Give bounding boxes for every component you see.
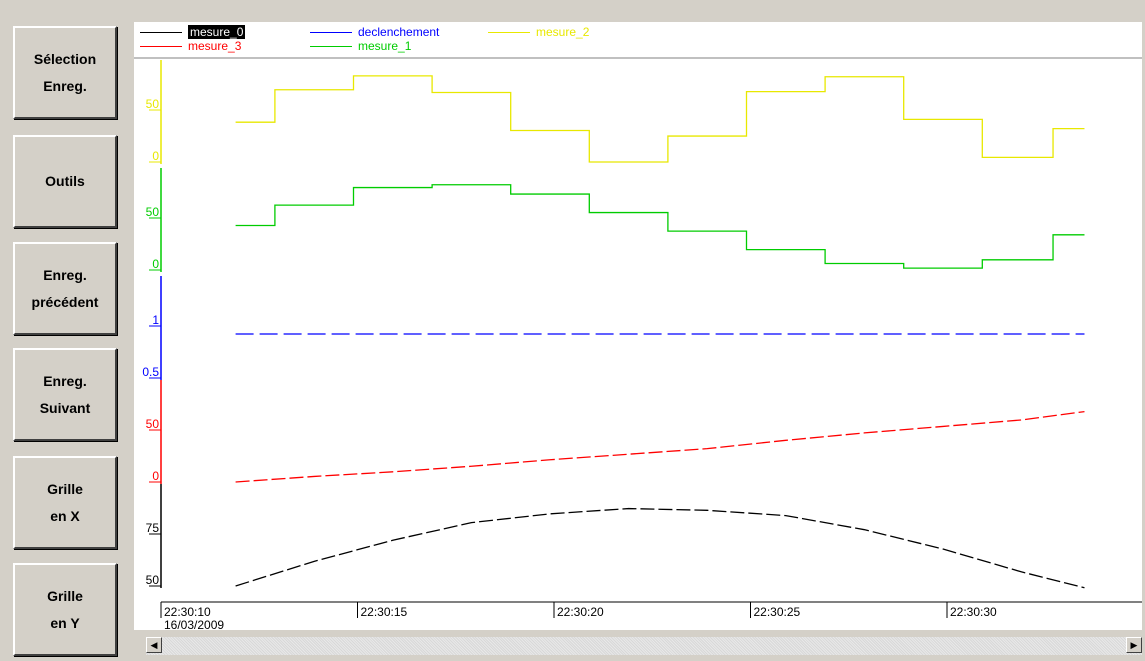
button-label-line2: Enreg.: [43, 77, 87, 94]
series-line-mesure_3: [235, 410, 1085, 483]
legend-swatch-mesure-0: [140, 32, 182, 33]
legend-label-mesure-3: mesure_3: [188, 39, 242, 53]
y-tick-label-mesure_0-0: 75: [146, 521, 160, 535]
enreg-suivant-button[interactable]: Enreg. Suivant: [13, 348, 117, 441]
y-tick-label-mesure_2-0: 50: [146, 97, 160, 111]
x-axis-date-label: 16/03/2009: [164, 618, 224, 630]
scroll-left-button[interactable]: ◀: [146, 637, 162, 653]
button-label-line1: Sélection: [33, 50, 97, 67]
plot-area: 50 0 50 0 1 0.5 50 0 75 50 22:30:10 22:30:15 22:30:2…: [134, 22, 1142, 630]
grille-en-y-button[interactable]: Grille en Y: [13, 563, 117, 656]
legend-swatch-declenchement: [310, 32, 352, 33]
button-label-line2: en X: [50, 507, 80, 524]
x-tick-label-1: 22:30:15: [361, 605, 408, 619]
series-line-mesure_2: [235, 75, 1085, 163]
y-tick-label-mesure_3-0: 50: [146, 417, 160, 431]
button-label-line1: Enreg.: [43, 372, 87, 389]
button-label-line1: Grille: [47, 480, 83, 497]
legend-label-mesure-1: mesure_1: [358, 39, 412, 53]
outils-button[interactable]: Outils: [13, 135, 117, 228]
legend-swatch-mesure-1: [310, 46, 352, 47]
y-tick-label-declenchement-0: 1: [152, 313, 159, 327]
x-tick-label-3: 22:30:25: [754, 605, 801, 619]
button-label-line1: Grille: [47, 587, 83, 604]
sidebar: Sélection Enreg. Outils Enreg. précédent…: [0, 0, 132, 661]
x-tick-label-4: 22:30:30: [950, 605, 997, 619]
y-tick-label-mesure_2-1: 0: [152, 149, 159, 163]
horizontal-scrollbar[interactable]: ◀ ▶: [146, 637, 1142, 655]
enreg-precedent-button[interactable]: Enreg. précédent: [13, 242, 117, 335]
button-label-line1: Enreg.: [43, 266, 87, 283]
button-label-line2: précédent: [31, 293, 99, 310]
scroll-left-arrow-icon: ◀: [150, 640, 158, 650]
scroll-right-arrow-icon: ▶: [1130, 640, 1138, 650]
grille-en-x-button[interactable]: Grille en X: [13, 456, 117, 549]
legend-swatch-mesure-2: [488, 32, 530, 33]
button-label-line2: en Y: [50, 614, 80, 631]
y-tick-label-mesure_3-1: 0: [152, 469, 159, 483]
scroll-right-button[interactable]: ▶: [1126, 637, 1142, 653]
chart-svg: 50 0 50 0 1 0.5 50 0 75 50 22:30:10 22:30:15 22:30:2…: [142, 60, 1142, 630]
series-line-mesure_0: [235, 507, 1085, 589]
legend-label-mesure-2: mesure_2: [536, 25, 590, 39]
series-line-mesure_1: [235, 184, 1085, 269]
legend-label-declenchement: declenchement: [358, 25, 440, 39]
x-tick-label-0: 22:30:10: [164, 605, 211, 619]
y-tick-label-declenchement-1: 0.5: [142, 365, 159, 379]
button-label-line2: Suivant: [39, 399, 91, 416]
y-tick-label-mesure_0-1: 50: [146, 573, 160, 587]
y-tick-label-mesure_1-1: 0: [152, 257, 159, 271]
y-tick-label-mesure_1-0: 50: [146, 205, 160, 219]
legend-label-mesure-0: mesure_0: [188, 25, 246, 39]
x-tick-label-2: 22:30:20: [557, 605, 604, 619]
selection-enreg-button[interactable]: Sélection Enreg.: [13, 26, 117, 119]
button-label-line1: Outils: [45, 173, 85, 189]
legend-swatch-mesure-3: [140, 46, 182, 47]
legend: mesure_0 declenchement mesure_2 mesure_3…: [134, 22, 1142, 59]
